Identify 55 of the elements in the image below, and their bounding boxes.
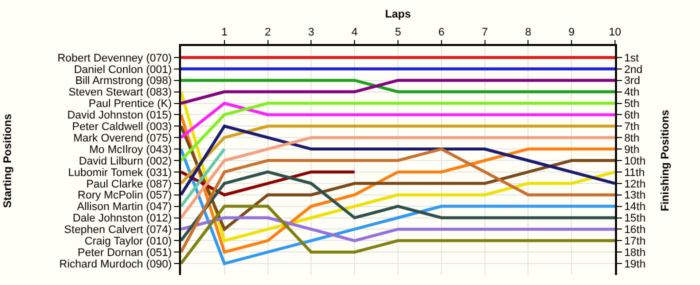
y2-tick-label: 14th xyxy=(624,201,646,214)
series-label: David Johnston (015) xyxy=(67,110,172,122)
series-label: David Lilburn (002) xyxy=(78,155,172,168)
series-label: Paul Prentice (K) xyxy=(88,98,172,110)
x-tick-label: 8 xyxy=(525,26,532,39)
y2-tick-label: 4th xyxy=(624,86,640,99)
series-label: Daniel Conlon (001) xyxy=(74,64,172,76)
series-label: Allison Martin (047) xyxy=(77,201,172,214)
y2-tick-label: 6th xyxy=(624,110,640,122)
y2-axis-title: Finishing Positions xyxy=(659,110,672,212)
y2-tick-label: 15th xyxy=(624,212,646,225)
series-label: Craig Taylor (010) xyxy=(84,236,172,248)
series-label: Rory McPolin (057) xyxy=(78,190,172,202)
x-tick-label: 4 xyxy=(352,26,358,39)
y2-tick-label: 16th xyxy=(624,224,646,236)
series-label: Paul Clarke (087) xyxy=(86,178,172,190)
y2-tick-label: 18th xyxy=(624,246,646,259)
x-tick-label: 9 xyxy=(568,26,575,39)
series-label: Bill Armstrong (098) xyxy=(75,75,172,88)
x-tick-label: 2 xyxy=(264,26,271,39)
series-label: Robert Devenney (070) xyxy=(57,52,172,64)
y2-tick-label: 11th xyxy=(624,166,645,179)
y2-tick-label: 9th xyxy=(624,144,640,156)
x-tick-label: 3 xyxy=(308,26,314,39)
x-tick-label: 10 xyxy=(608,26,622,39)
x-tick-label: 6 xyxy=(438,26,444,39)
y2-tick-label: 1st xyxy=(624,52,639,64)
series-label: Stephen Calvert (074) xyxy=(64,224,172,236)
series-label: Peter Dornan (051) xyxy=(78,246,172,259)
x-axis-title: Laps xyxy=(385,8,411,21)
x-tick-label: 5 xyxy=(394,26,402,39)
y2-tick-label: 3rd xyxy=(624,75,640,88)
y2-tick-label: 13th xyxy=(624,190,646,202)
y2-tick-label: 5th xyxy=(624,98,640,110)
line-series xyxy=(181,204,615,266)
y2-tick-label: 19th xyxy=(624,258,646,270)
y2-tick-label: 12th xyxy=(624,178,646,190)
line-series xyxy=(181,170,615,242)
series-label: Richard Murdoch (090) xyxy=(59,258,172,270)
x-tick-label: 7 xyxy=(482,26,488,39)
series-label: Lubomir Tomek (031) xyxy=(68,166,172,179)
x-tick-label: 1 xyxy=(221,26,228,39)
y2-tick-label: 2nd xyxy=(624,64,643,76)
series-label: Steven Stewart (083) xyxy=(68,86,172,99)
series-label: Mark Overend (075) xyxy=(73,132,172,144)
line-series xyxy=(181,124,615,196)
series-label: Dale Johnston (012) xyxy=(72,212,172,225)
y2-tick-label: 10th xyxy=(624,155,646,168)
series-label: Peter Caldwell (003) xyxy=(72,121,172,133)
y2-tick-label: 7th xyxy=(624,121,640,133)
line-series xyxy=(181,136,615,220)
series-label: Mo McIlroy (043) xyxy=(89,144,172,156)
y2-tick-label: 17th xyxy=(624,236,646,248)
y2-tick-label: 8th xyxy=(624,132,640,144)
text: Starting Positions xyxy=(2,114,14,208)
